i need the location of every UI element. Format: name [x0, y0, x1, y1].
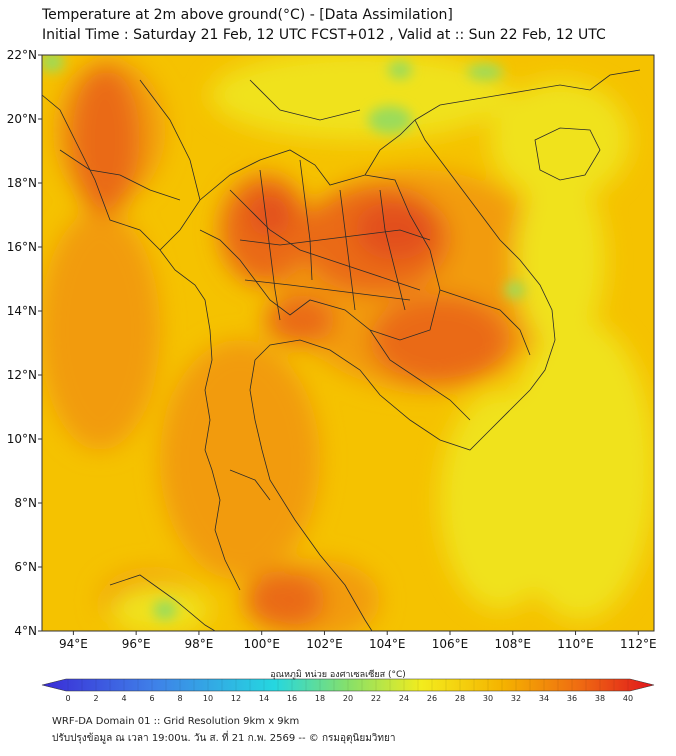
lon-tick-label: 94°E: [59, 637, 88, 651]
lon-tick-label: 108°E: [495, 637, 532, 651]
lon-tick-label: 112°E: [620, 637, 657, 651]
lon-tick-label: 100°E: [243, 637, 280, 651]
lat-tick-label: 16°N: [7, 240, 37, 254]
colorbar-bar: [41, 678, 655, 692]
colorbar-tick-label: 30: [483, 694, 493, 703]
colorbar-tick-label: 14: [259, 694, 269, 703]
temperature-patch: [388, 61, 412, 79]
temperature-patch: [355, 200, 435, 260]
province-line: [239, 229, 431, 246]
longitude-ticks: 94°E 96°E 98°E 100°E 102°E 104°E 106°E 108°E 110…: [59, 631, 657, 651]
lon-tick-label: 104°E: [369, 637, 406, 651]
colorbar-tick-label: 36: [567, 694, 577, 703]
map-subtitle: Initial Time : Saturday 21 Feb, 12 UTC F…: [42, 27, 606, 43]
province-line: [249, 79, 361, 121]
temperature-patch: [210, 55, 510, 140]
map-boundaries: [42, 69, 641, 631]
temperature-patch: [490, 80, 630, 200]
colorbar-tick-label: 2: [93, 694, 98, 703]
colorbar-tick-label: 18: [315, 694, 325, 703]
cool-spots: [42, 55, 525, 620]
temperature-patch: [245, 570, 325, 630]
temperature-patch: [505, 282, 525, 298]
temperature-patch: [42, 210, 160, 450]
cambodia-border: [369, 329, 471, 421]
laos-border: [364, 119, 416, 176]
colorbar-tick-label: 0: [65, 694, 70, 703]
temperature-patch: [265, 295, 335, 345]
colorbar-tick-label: 34: [539, 694, 549, 703]
colorbar-tick-label: 26: [427, 694, 437, 703]
lon-tick-label: 106°E: [432, 637, 469, 651]
colorbar-ticks: 0 2 4 6 8 10 12 14 16 18 20 22 24 26 28 30 32 34 36 38 40: [65, 679, 633, 703]
colorbar-tick-label: 28: [455, 694, 465, 703]
colorbar-title: อุณหภูมิ หน่วย องศาเซลเซียส (°C): [270, 670, 406, 680]
plot-area: [42, 55, 654, 631]
colorbar-tick-label: 40: [623, 694, 633, 703]
latitude-ticks: 22°N 20°N 18°N 16°N 14°N 12°N 10°N 8°N 6°N 4°N: [7, 48, 42, 638]
lon-tick-label: 96°E: [122, 637, 151, 651]
colorbar-tick-label: 6: [149, 694, 154, 703]
lat-tick-label: 20°N: [7, 112, 37, 126]
lon-tick-label: 110°E: [557, 637, 594, 651]
temperature-patch: [70, 65, 140, 215]
colorbar-tick-label: 38: [595, 694, 605, 703]
colorbar-tick-label: 24: [399, 694, 409, 703]
lat-tick-label: 6°N: [14, 560, 37, 574]
lon-tick-label: 102°E: [306, 637, 343, 651]
footer-model-info: WRF-DA Domain 01 :: Grid Resolution 9km …: [52, 716, 300, 727]
west-coastline: [42, 94, 241, 591]
colorbar-tick-label: 10: [203, 694, 213, 703]
temperature-patch: [515, 170, 605, 350]
sumatra-coastline: [109, 574, 216, 631]
plot-frame: [41, 54, 655, 632]
colorbar-tick-label: 22: [371, 694, 381, 703]
vietnam-border: [439, 289, 531, 356]
lat-tick-label: 8°N: [14, 496, 37, 510]
colorbar-tick-label: 8: [177, 694, 182, 703]
colorbar-tick-label: 12: [231, 694, 241, 703]
colorbar-tick-label: 4: [121, 694, 126, 703]
lat-tick-label: 14°N: [7, 304, 37, 318]
province-line: [229, 469, 271, 501]
province-line: [379, 189, 406, 311]
thailand-border: [159, 149, 441, 341]
colorbar-tick-label: 32: [511, 694, 521, 703]
province-line: [299, 159, 313, 281]
map-title: Temperature at 2m above ground(°C) - [Da…: [42, 7, 453, 23]
lat-tick-label: 4°N: [14, 624, 37, 638]
province-line: [339, 189, 356, 311]
peninsula-coastline: [249, 359, 373, 631]
province-line: [259, 169, 281, 321]
province-line: [59, 149, 181, 201]
gulf-coastline: [254, 119, 556, 451]
lat-tick-label: 22°N: [7, 48, 37, 62]
colorbar: 0 2 4 6 8 10 12 14 16 18 20 22 24 26 28 30 32 34 36 38 40: [41, 678, 655, 703]
temperature-patch: [153, 600, 177, 620]
lon-tick-label: 98°E: [184, 637, 213, 651]
colorbar-tick-label: 16: [287, 694, 297, 703]
province-line: [139, 79, 201, 201]
footer-update-info: ปรับปรุงข้อมูล ณ เวลา 19:00น. วัน ส. ที่…: [52, 733, 396, 744]
hainan-outline: [534, 127, 601, 181]
china-coastline: [414, 69, 641, 121]
temperature-patch: [42, 55, 64, 72]
temperature-patch: [160, 340, 320, 580]
temperature-patch: [248, 193, 292, 237]
province-line: [229, 189, 421, 291]
lat-tick-label: 12°N: [7, 368, 37, 382]
temperature-patch: [368, 106, 412, 134]
temperature-patch: [370, 295, 510, 385]
colorbar-tick-label: 20: [343, 694, 353, 703]
temperature-field: [42, 55, 654, 631]
lat-tick-label: 10°N: [7, 432, 37, 446]
temperature-patch: [440, 390, 560, 610]
temperature-patch: [467, 64, 503, 80]
province-line: [244, 279, 411, 301]
lat-tick-label: 18°N: [7, 176, 37, 190]
